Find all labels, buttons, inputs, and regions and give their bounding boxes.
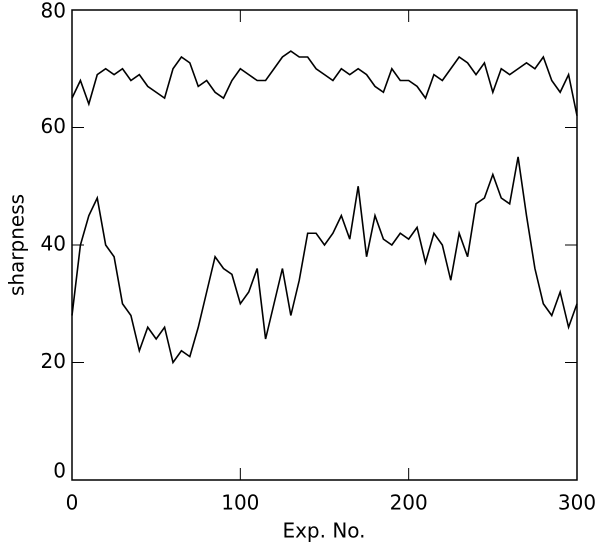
x-tick-label: 0 [66,491,79,515]
x-tick-label: 300 [558,491,596,515]
y-axis-label: sharpness [5,194,29,296]
y-tick-label: 80 [41,0,66,23]
y-tick-label: 0 [53,459,66,483]
y-tick-label: 60 [41,114,66,138]
y-tick-label: 20 [41,349,66,373]
data-line [71,156,578,365]
x-axis-label: Exp. No. [282,519,365,543]
x-tick-label: 100 [221,491,259,515]
y-tick-label: 40 [41,232,66,256]
x-tick-label: 200 [390,491,428,515]
data-line [71,50,578,116]
